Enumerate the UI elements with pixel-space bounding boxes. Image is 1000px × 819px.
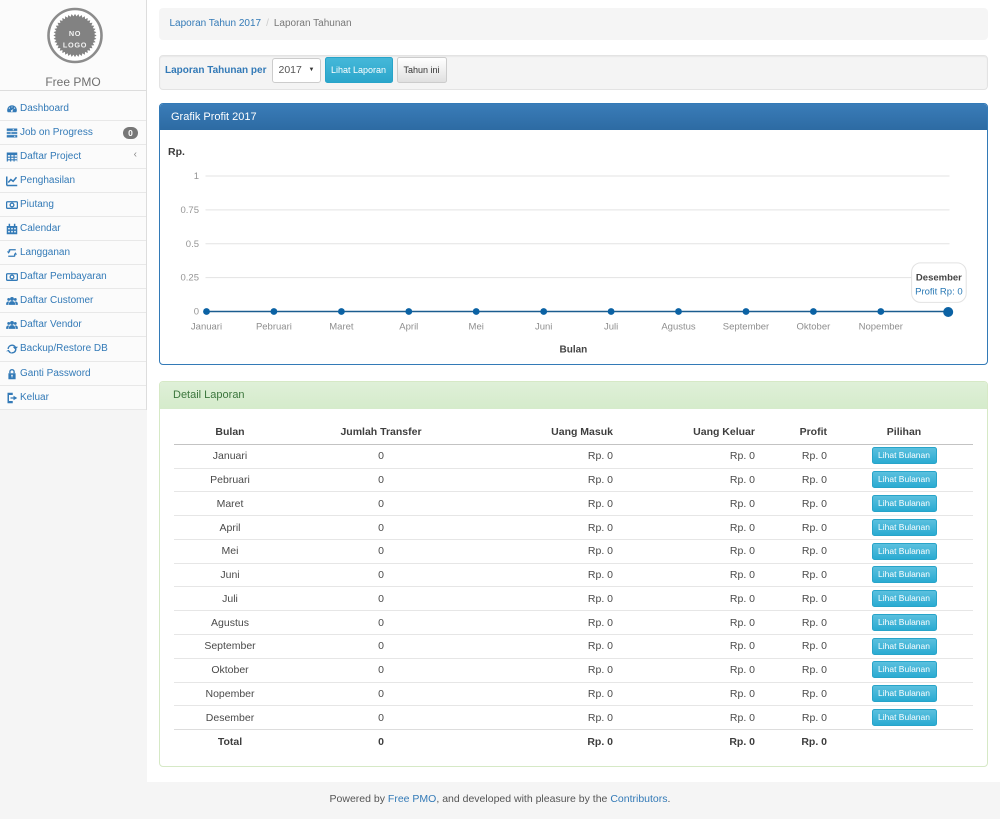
svg-text:Oktober: Oktober: [797, 322, 831, 333]
svg-text:0.5: 0.5: [186, 239, 199, 250]
svg-text:LOGO: LOGO: [62, 41, 86, 50]
svg-text:Profit Rp: 0: Profit Rp: 0: [915, 287, 963, 298]
svg-text:1: 1: [194, 171, 199, 182]
svg-text:0: 0: [194, 307, 199, 318]
svg-text:Nopember: Nopember: [859, 322, 903, 333]
svg-text:Januari: Januari: [191, 322, 222, 333]
svg-text:Rp.: Rp.: [168, 146, 185, 158]
svg-text:0.75: 0.75: [181, 205, 200, 216]
svg-text:Mei: Mei: [469, 322, 484, 333]
svg-text:NO: NO: [68, 29, 80, 38]
svg-text:Juli: Juli: [604, 322, 618, 333]
svg-text:Maret: Maret: [329, 322, 354, 333]
svg-text:April: April: [399, 322, 418, 333]
svg-text:Bulan: Bulan: [560, 345, 588, 356]
svg-text:September: September: [723, 322, 769, 333]
svg-text:Desember: Desember: [916, 273, 962, 284]
svg-text:0.25: 0.25: [181, 273, 200, 284]
svg-text:Pebruari: Pebruari: [256, 322, 292, 333]
svg-text:Juni: Juni: [535, 322, 552, 333]
svg-text:Agustus: Agustus: [661, 322, 696, 333]
